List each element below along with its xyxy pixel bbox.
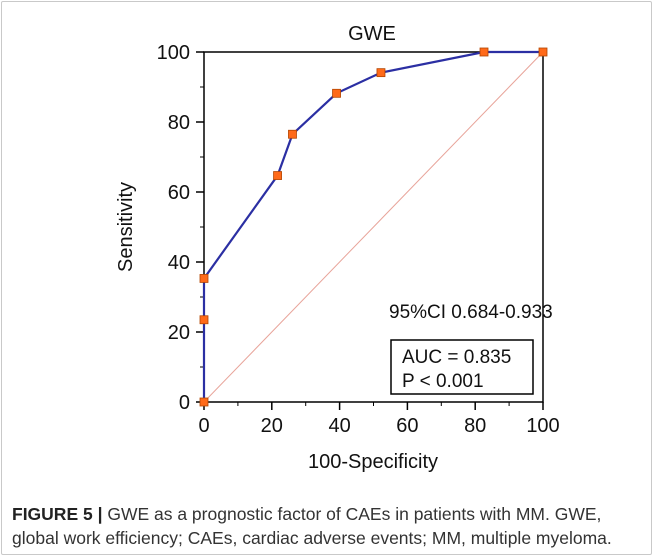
roc-point	[273, 171, 282, 180]
y-axis-label: Sensitivity	[115, 182, 137, 272]
y-tick-label: 60	[168, 182, 190, 204]
x-tick-label: 40	[328, 415, 350, 437]
roc-point	[479, 47, 489, 57]
reference-diagonal	[203, 51, 544, 403]
roc-point	[376, 68, 386, 78]
caption-label: FIGURE 5 |	[12, 504, 103, 524]
y-tick-label: 20	[168, 322, 190, 344]
ci-annotation: 95%CI 0.684-0.933	[389, 302, 553, 323]
x-tick-label: 0	[198, 415, 209, 437]
y-tick-label: 0	[179, 392, 190, 414]
y-tick-label: 100	[157, 42, 190, 64]
x-tick-label: 60	[396, 415, 418, 437]
figure-caption: FIGURE 5 | GWE as a prognostic factor of…	[12, 502, 648, 550]
x-tick-label: 100	[526, 415, 559, 437]
x-tick-label: 80	[464, 415, 486, 437]
roc-point	[199, 315, 209, 325]
p-annotation: P < 0.001	[402, 371, 484, 392]
stats-box	[390, 339, 534, 395]
roc-point	[332, 88, 341, 98]
roc-point	[538, 47, 548, 57]
caption-text: GWE as a prognostic factor of CAEs in pa…	[12, 504, 612, 548]
y-tick-label: 80	[168, 112, 190, 134]
roc-point	[199, 397, 209, 407]
y-tick-label: 40	[168, 252, 190, 274]
roc-point	[199, 274, 209, 283]
chart-title: GWE	[348, 23, 396, 45]
auc-annotation: AUC = 0.835	[402, 347, 511, 368]
x-axis-label: 100-Specificity	[308, 451, 438, 473]
x-tick-label: 20	[261, 415, 283, 437]
roc-point	[288, 129, 297, 139]
roc-chart: GWE 0 20 40 60 80 100 0 20 40 60 80 100 Sensitivit…	[115, 23, 560, 473]
